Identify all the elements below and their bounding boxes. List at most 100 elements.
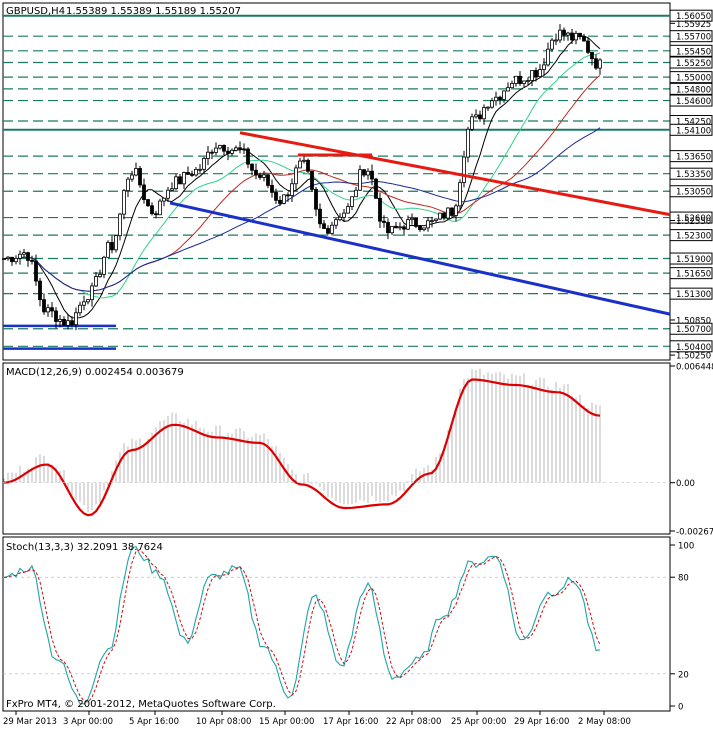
candle-body [318,208,322,225]
level-box [669,185,713,198]
candle-body [62,318,66,326]
candle-body [50,307,54,312]
candle-body [530,70,534,81]
candle-body [18,253,22,259]
candle-body [458,182,462,207]
price-label: 1.52600 [676,214,711,224]
candle-body [274,191,278,201]
price-label: 1.55250 [676,59,711,69]
candle-body [170,188,174,191]
candle-body [150,205,154,215]
candle-body [126,178,130,192]
price-label: 1.54250 [676,118,711,128]
candle-body [282,194,286,204]
candle-body [254,169,258,176]
candle-body [382,220,386,223]
candle-body [286,194,290,197]
price-label: 1.50700 [676,325,711,335]
candle-body [294,167,298,185]
candle-body [258,174,262,178]
macd-tick-label: 0.006448 [676,363,713,373]
level-box [669,44,713,57]
stoch-panel[interactable] [2,536,671,712]
price-label: 1.55450 [676,47,711,57]
copyright: FxPro MT4, © 2001-2012, MetaQuotes Softw… [6,699,276,710]
stoch-series: 100 80 20 0 [3,542,694,713]
price-header: GBPUSD,H4 [6,6,65,17]
price-label: 1.50400 [676,343,711,353]
candle-body [358,169,362,191]
candle-body [242,148,246,151]
candle-body [538,69,542,78]
candle-body [478,114,482,120]
candle-body [330,224,334,234]
trendlines [169,131,671,316]
stoch-main-line [3,545,601,705]
level-box [669,211,713,224]
candle-body [526,80,530,82]
time-label: 15 Apr 00:00 [259,717,314,727]
candle-body [278,199,282,204]
candle-body [490,100,494,108]
time-label: 3 Apr 00:00 [63,717,113,727]
stoch-tick-label: 0 [678,703,683,713]
price-label: 1.55925 [676,20,711,30]
candle-body [386,222,390,234]
candle-body [26,252,30,261]
candle-body [510,83,514,89]
candle-body [542,64,546,70]
candle-body [142,184,146,200]
macd-header: MACD(12,26,9) 0.002454 0.003679 [6,367,184,378]
candle-body [570,32,574,41]
candle-body [350,196,354,207]
candle-body [598,59,602,69]
candle-body [362,169,366,176]
candle-body [434,218,438,221]
price-label: 1.54600 [676,97,711,107]
price-label: 1.53050 [676,188,711,198]
level-box [669,287,713,300]
candle-body [138,168,142,186]
candle-body [222,144,226,152]
candle-body [586,40,590,53]
candle-body [498,96,502,100]
macd-tick-label: -0.00267 [676,528,713,538]
price-panel[interactable] [2,2,671,361]
level-box [669,82,713,95]
stoch-signal-line [3,548,601,703]
price-label: 1.50250 [676,352,711,362]
candle-body [342,212,346,218]
candle-body [194,169,198,176]
candle-body [202,158,206,170]
support-trendline [169,201,671,316]
macd-signal-line [3,378,601,517]
candle-body [298,160,302,169]
candle-body [22,252,26,255]
time-label: 25 Apr 00:00 [451,717,506,727]
price-label: 1.53650 [676,153,711,163]
macd-panel[interactable] [2,362,671,535]
time-label: 29 Apr 16:00 [514,717,569,727]
candle-body [134,168,138,176]
level-box [669,267,713,280]
time-label: 5 Apr 16:00 [129,717,179,727]
candle-body [494,96,498,102]
candle-body [534,70,538,78]
candle-body [30,260,34,262]
candle-body [158,200,162,216]
candle-body [102,256,106,275]
candle-body [390,225,394,234]
price-label: 1.55000 [676,74,711,84]
candle-body [582,36,586,42]
candle-body [474,114,478,118]
candle-body [414,217,418,227]
level-box [669,252,713,265]
stoch-tick-label: 80 [678,574,689,584]
candle-body [74,312,78,326]
candle-body [130,174,134,180]
candle-body [514,75,518,84]
candle-body [430,220,434,222]
price-label: 1.51300 [676,290,711,300]
